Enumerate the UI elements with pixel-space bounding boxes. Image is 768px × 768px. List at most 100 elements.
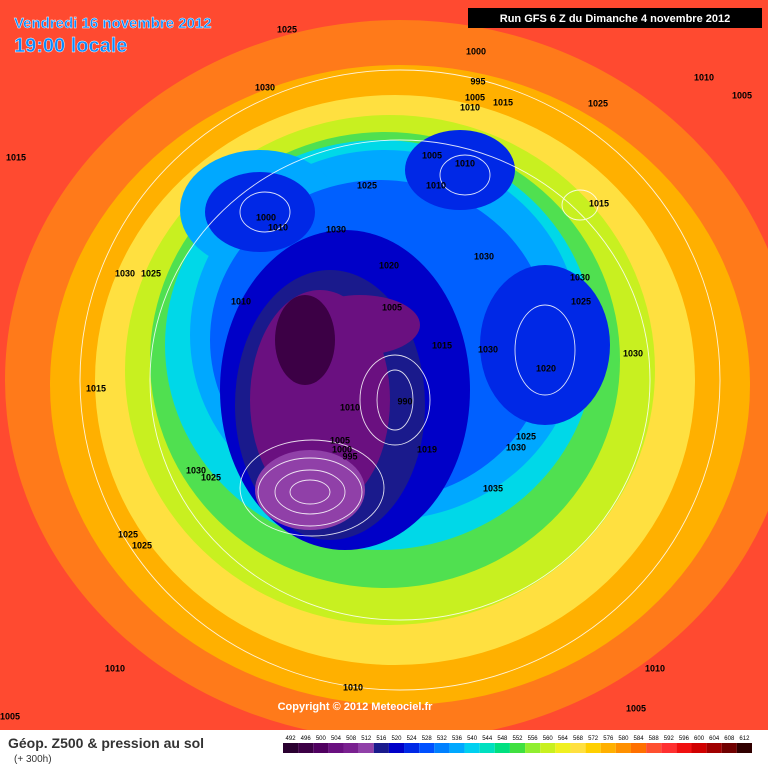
legend-label: 564: [558, 736, 569, 742]
isobar-label: 1030: [478, 344, 498, 354]
copyright: Copyright © 2012 Meteociel.fr: [278, 701, 434, 713]
isobar-label: 1030: [570, 272, 590, 282]
legend-label: 560: [543, 736, 554, 742]
legend-label: 536: [452, 736, 463, 742]
map-date: Vendredi 16 novembre 2012: [14, 15, 212, 32]
isobar-label: 1010: [694, 72, 714, 82]
isobar-label: 1030: [326, 224, 346, 234]
legend-label: 520: [391, 736, 402, 742]
isobar-label: 1025: [516, 431, 536, 441]
legend-swatch: [525, 743, 541, 753]
legend-swatch: [585, 743, 601, 753]
legend-swatch: [509, 743, 526, 753]
isobar-label: 1015: [493, 97, 513, 107]
isobar-label: 990: [397, 396, 412, 406]
legend-swatch: [736, 743, 752, 753]
isobar-label: 1005: [0, 711, 20, 721]
legend-swatch: [373, 743, 389, 753]
isobar-label: 1010: [268, 222, 288, 232]
legend-label: 604: [709, 736, 720, 742]
legend-swatch: [404, 743, 420, 753]
isobar-label: 1030: [186, 465, 206, 475]
legend-label: 496: [301, 736, 312, 742]
isobar-label: 1020: [536, 363, 556, 373]
legend-swatch: [298, 743, 314, 753]
isobar-label: 1015: [6, 152, 26, 162]
legend-label: 524: [407, 736, 418, 742]
legend-label: 500: [316, 736, 327, 742]
legend-label: 596: [679, 736, 690, 742]
isobar-label: 1025: [201, 472, 221, 482]
isobar-label: 1015: [589, 198, 609, 208]
legend-swatch: [343, 743, 359, 753]
legend-swatch: [388, 743, 405, 753]
legend-label: 556: [528, 736, 539, 742]
map-time: 19:00 locale: [14, 35, 127, 57]
legend-label: 540: [467, 736, 478, 742]
legend-label: 608: [724, 736, 735, 742]
legend-label: 592: [664, 736, 675, 742]
legend-swatch: [313, 743, 329, 753]
isobar-label: 995: [342, 451, 357, 461]
legend-label: 572: [588, 736, 599, 742]
isobar-label: 1015: [86, 383, 106, 393]
run-box: [468, 8, 762, 28]
isobar-label: 1010: [340, 402, 360, 412]
isobar-label: 1019: [417, 444, 437, 454]
legend-label: 584: [634, 736, 645, 742]
isobar-label: 1030: [255, 82, 275, 92]
isobar-label: 1000: [466, 46, 486, 56]
legend-swatch: [494, 743, 510, 753]
legend-label: 492: [286, 736, 297, 742]
isobar-label: 1010: [460, 102, 480, 112]
isobar-label: 1030: [506, 442, 526, 452]
legend-swatch: [691, 743, 707, 753]
legend-swatch: [419, 743, 435, 753]
isobar-label: 1005: [465, 92, 485, 102]
isobar-label: 1005: [382, 302, 402, 312]
legend-swatch: [721, 743, 737, 753]
isobar-label: 1025: [277, 24, 297, 34]
isobar-label: 1035: [483, 483, 503, 493]
isobar-label: 1025: [132, 540, 152, 550]
legend-label: 544: [482, 736, 493, 742]
isobar-label: 1010: [105, 663, 125, 673]
legend-swatch: [615, 743, 631, 753]
isobar-label: 1000: [256, 212, 276, 222]
isobar-label: 1030: [474, 251, 494, 261]
legend-label: 612: [739, 736, 750, 742]
legend-swatch: [555, 743, 571, 753]
legend-swatch: [449, 743, 465, 753]
isobar-label: 1025: [141, 268, 161, 278]
isobar-label: 1010: [343, 682, 363, 692]
isobar-label: 1025: [118, 529, 138, 539]
isobar-label: 1025: [588, 98, 608, 108]
legend-swatch: [328, 743, 344, 753]
legend-swatch: [570, 743, 586, 753]
legend-swatch: [434, 743, 450, 753]
isobar-label: 1005: [732, 90, 752, 100]
legend-swatch: [283, 743, 299, 753]
legend-label: 568: [573, 736, 584, 742]
isobar-label: 1015: [432, 340, 452, 350]
isobar-label: 1005: [330, 435, 350, 445]
legend-label: 576: [603, 736, 614, 742]
legend-swatch: [630, 743, 647, 753]
legend-swatch: [600, 743, 616, 753]
isobar-label: 995: [470, 76, 485, 86]
legend-swatch: [676, 743, 692, 753]
legend-label: 580: [618, 736, 629, 742]
isobar-label: 1010: [455, 158, 475, 168]
footer-title: Géop. Z500 & pression au sol: [8, 735, 204, 751]
legend-label: 532: [437, 736, 448, 742]
isobar-label: 1025: [571, 296, 591, 306]
legend-label: 508: [346, 736, 357, 742]
isobar-label: 1005: [422, 150, 442, 160]
legend-swatch: [706, 743, 722, 753]
legend-label: 512: [361, 736, 372, 742]
legend: 492 496 500 504 508 512 516 520 524 528 532 536 540 5…: [283, 736, 752, 753]
isobar-label: 1025: [357, 180, 377, 190]
footer-lead: (+ 300h): [14, 754, 52, 765]
